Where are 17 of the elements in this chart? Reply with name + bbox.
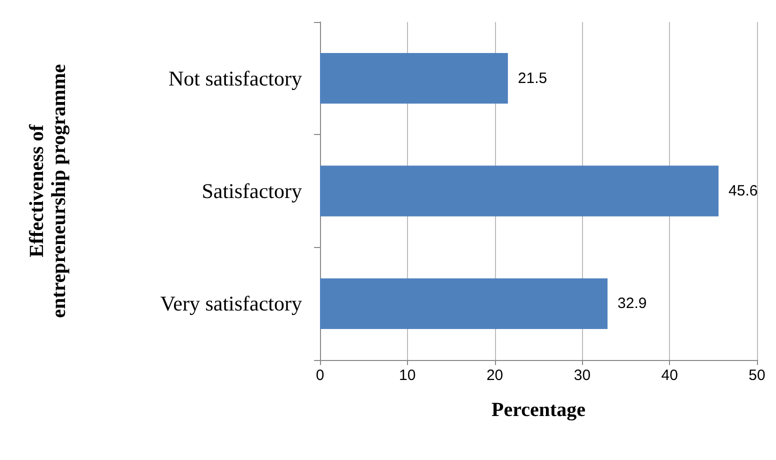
x-tick-label: 0 bbox=[316, 367, 324, 384]
y-axis-title: Effectiveness of entrepreneurship programme bbox=[26, 64, 70, 318]
data-label: 32.9 bbox=[618, 295, 647, 312]
x-tick-label: 50 bbox=[748, 367, 766, 384]
bar bbox=[320, 278, 608, 330]
x-axis-title: Percentage bbox=[491, 399, 586, 421]
x-tick-label: 20 bbox=[486, 367, 504, 384]
data-label: 21.5 bbox=[518, 70, 548, 87]
y-tick-label: Not satisfactory bbox=[168, 66, 302, 90]
x-tick-label: 30 bbox=[574, 367, 591, 384]
y-tick-label: Satisfactory bbox=[202, 179, 302, 203]
bar bbox=[320, 166, 719, 216]
x-tick-label: 10 bbox=[399, 367, 416, 384]
y-tick-label: Very satisfactory bbox=[160, 292, 302, 316]
x-tick-label: 40 bbox=[661, 367, 678, 384]
data-label: 45.6 bbox=[728, 182, 758, 200]
bar bbox=[320, 52, 508, 104]
